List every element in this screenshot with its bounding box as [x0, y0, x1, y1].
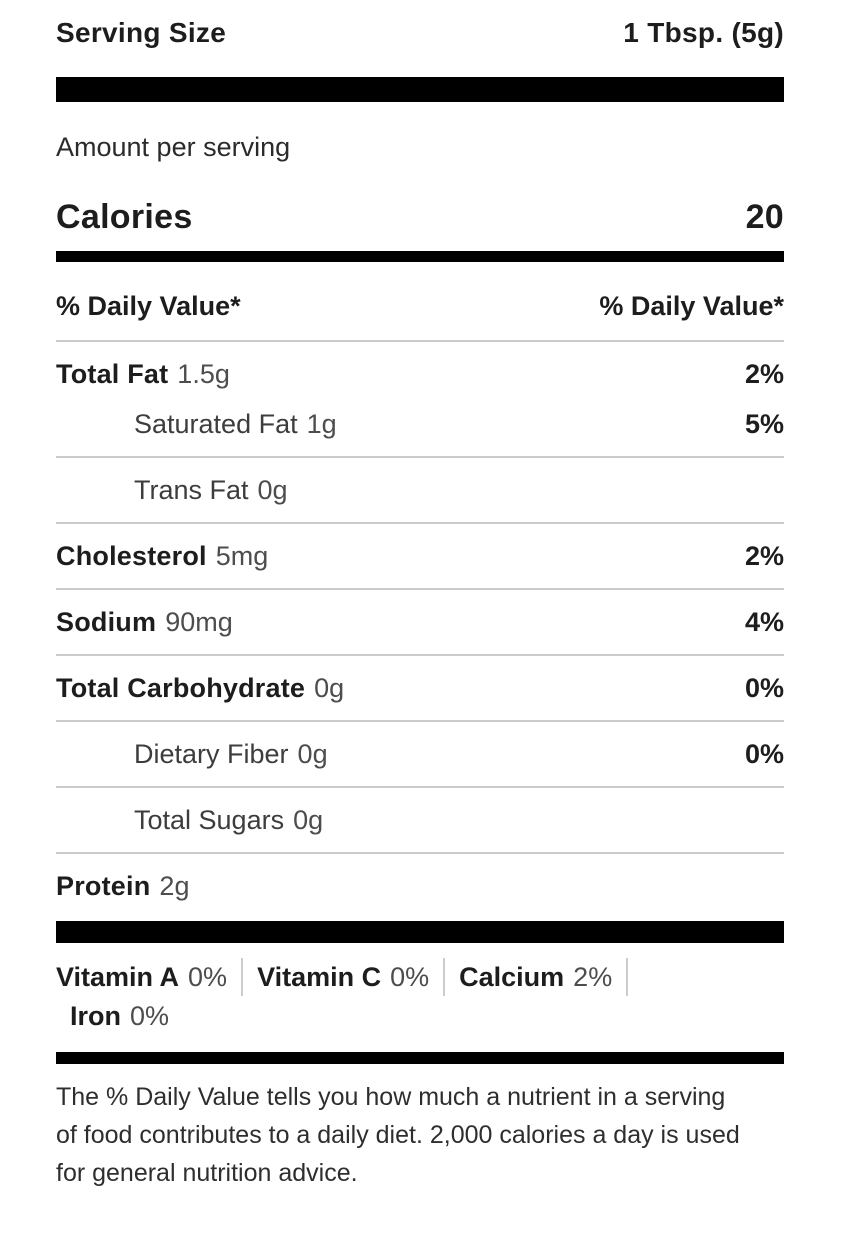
nutrient-row-sodium: Sodium 90mg 4%	[56, 604, 784, 640]
serving-size-label: Serving Size	[56, 17, 227, 48]
nutrient-text: Sodium 90mg	[56, 604, 233, 640]
vitamin-name: Vitamin A	[56, 962, 180, 992]
row-divider	[56, 786, 784, 788]
vitamins-minerals-section: Vitamin A 0% Vitamin C 0% Calcium 2% Iron 0%	[56, 957, 784, 1034]
nutrient-amount: 5mg	[215, 541, 269, 571]
serving-size-value: 1 Tbsp. (5g)	[623, 17, 784, 48]
vitamin-name: Iron	[70, 1000, 121, 1031]
nutrient-daily-value: 2%	[744, 541, 784, 571]
calories-label: Calories	[56, 198, 193, 236]
footnote-line: of food contributes to a daily diet. 2,0…	[56, 1120, 740, 1149]
vitamin-item: Vitamin A 0%	[56, 962, 227, 992]
nutrient-amount: 1g	[306, 409, 337, 439]
daily-value-header-left: % Daily Value*	[56, 291, 241, 321]
thick-divider-bar	[56, 921, 784, 943]
vitamin-name: Calcium	[459, 962, 565, 992]
nutrition-facts-label: Serving Size 1 Tbsp. (5g) Amount per ser…	[0, 16, 852, 1241]
daily-value-header-row: % Daily Value* % Daily Value*	[56, 288, 784, 324]
nutrient-amount: 0g	[314, 673, 345, 703]
nutrient-row-trans-fat: Trans Fat 0g	[56, 472, 784, 508]
nutrient-text: Dietary Fiber 0g	[134, 736, 328, 772]
nutrient-amount: 1.5g	[177, 359, 230, 389]
nutrient-text: Total Carbohydrate 0g	[56, 670, 344, 706]
nutrient-label: Total Carbohydrate	[56, 673, 306, 703]
vitamin-value: 0%	[130, 1000, 170, 1031]
nutrient-amount: 2g	[159, 871, 190, 901]
vitamin-value: 0%	[390, 962, 430, 992]
nutrient-label: Saturated Fat	[134, 409, 298, 439]
row-divider	[56, 456, 784, 458]
row-divider	[56, 522, 784, 524]
nutrient-daily-value: 5%	[744, 409, 784, 439]
nutrient-row-saturated-fat: Saturated Fat 1g 5%	[56, 406, 784, 442]
nutrient-label: Total Fat	[56, 359, 169, 389]
nutrient-row-total-carbohydrate: Total Carbohydrate 0g 0%	[56, 670, 784, 706]
daily-value-footnote: The % Daily Value tells you how much a n…	[56, 1078, 784, 1192]
thin-divider-bar	[56, 251, 784, 262]
amount-per-serving-label: Amount per serving	[56, 132, 291, 162]
row-divider	[56, 588, 784, 590]
nutrient-daily-value: 2%	[744, 359, 784, 389]
nutrient-label: Trans Fat	[134, 475, 249, 505]
nutrient-label: Sodium	[56, 607, 157, 637]
nutrient-daily-value: 4%	[744, 607, 784, 637]
daily-value-header-right: % Daily Value*	[599, 291, 784, 321]
nutrient-row-total-sugars: Total Sugars 0g	[56, 802, 784, 838]
nutrient-label: Total Sugars	[134, 805, 285, 835]
nutrient-text: Total Sugars 0g	[134, 802, 323, 838]
vitamin-name: Vitamin C	[257, 962, 382, 992]
row-divider	[56, 852, 784, 854]
nutrient-row-total-fat: Total Fat 1.5g 2%	[56, 356, 784, 392]
nutrient-amount: 90mg	[165, 607, 233, 637]
vitamin-item: Vitamin C 0%	[257, 962, 429, 992]
nutrient-amount: 0g	[297, 739, 328, 769]
nutrient-daily-value: 0%	[744, 673, 784, 703]
nutrient-text: Protein 2g	[56, 868, 189, 904]
vitamins-line-2: Iron 0%	[56, 998, 784, 1034]
vitamin-item: Iron 0%	[70, 1001, 169, 1031]
vitamin-value: 0%	[188, 962, 228, 992]
vitamin-value: 2%	[573, 962, 613, 992]
nutrient-daily-value: 0%	[744, 739, 784, 769]
separator-pipe	[443, 957, 446, 996]
serving-size-row: Serving Size 1 Tbsp. (5g)	[56, 16, 784, 50]
vitamins-line-1: Vitamin A 0% Vitamin C 0% Calcium 2%	[56, 957, 784, 998]
thick-divider-bar	[56, 77, 784, 102]
calories-value: 20	[745, 198, 784, 236]
separator-pipe	[626, 957, 629, 996]
nutrient-label: Dietary Fiber	[134, 739, 289, 769]
thin-divider-bar	[56, 1051, 784, 1064]
nutrient-label: Protein	[56, 871, 151, 901]
nutrient-text: Cholesterol 5mg	[56, 538, 268, 574]
separator-pipe	[241, 957, 244, 996]
footnote-line: for general nutrition advice.	[56, 1158, 358, 1187]
nutrient-amount: 0g	[257, 475, 288, 505]
nutrient-row-dietary-fiber: Dietary Fiber 0g 0%	[56, 736, 784, 772]
vitamin-item: Calcium 2%	[459, 962, 612, 992]
row-divider	[56, 654, 784, 656]
nutrient-row-cholesterol: Cholesterol 5mg 2%	[56, 538, 784, 574]
footnote-line: The % Daily Value tells you how much a n…	[56, 1082, 726, 1111]
row-divider	[56, 340, 784, 342]
nutrient-row-protein: Protein 2g	[56, 868, 784, 904]
nutrient-text: Total Fat 1.5g	[56, 356, 230, 392]
nutrient-amount: 0g	[293, 805, 324, 835]
nutrient-text: Trans Fat 0g	[134, 472, 288, 508]
nutrient-label: Cholesterol	[56, 541, 207, 571]
calories-row: Calories 20	[56, 197, 784, 237]
row-divider	[56, 720, 784, 722]
nutrient-text: Saturated Fat 1g	[134, 406, 337, 442]
